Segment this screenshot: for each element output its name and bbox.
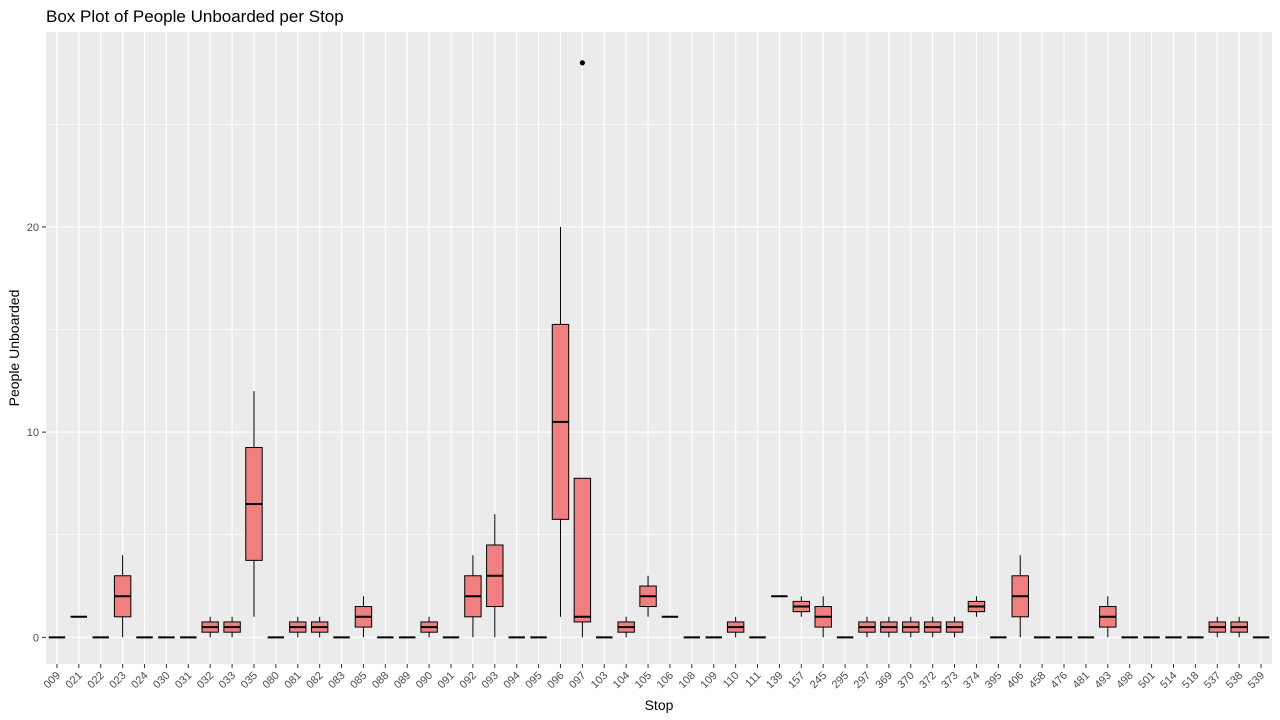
x-tick-label: 081	[282, 670, 303, 691]
x-tick-label: 023	[107, 670, 128, 691]
x-tick-label: 022	[85, 670, 106, 691]
x-tick-label: 092	[458, 670, 479, 691]
y-axis: 0 10 20	[27, 222, 46, 644]
x-tick-label: 369	[874, 670, 895, 691]
x-tick-label: 370	[895, 670, 916, 691]
x-tick-label: 082	[304, 670, 325, 691]
box-245	[814, 596, 832, 638]
x-tick-label: 406	[1005, 670, 1026, 691]
x-tick-label: 476	[1049, 670, 1070, 691]
box-110	[726, 616, 745, 638]
x-tick-label: 139	[764, 670, 785, 691]
x-tick-label: 095	[523, 670, 544, 691]
grid-lines	[46, 32, 1272, 664]
x-tick-label: 024	[129, 670, 150, 691]
box-033	[223, 616, 241, 638]
x-tick-label: 093	[479, 670, 500, 691]
x-tick-label: 080	[261, 670, 282, 691]
x-tick-label: 374	[961, 670, 982, 691]
x-tick-label: 021	[63, 670, 84, 691]
box-537	[1208, 616, 1226, 638]
x-tick-label: 083	[326, 670, 347, 691]
x-tick-label: 108	[676, 670, 697, 691]
x-tick-label: 031	[173, 670, 194, 691]
x-tick-label: 090	[414, 670, 435, 691]
box-493	[1099, 596, 1117, 638]
y-tick-label: 0	[33, 632, 39, 644]
x-tick-label: 106	[655, 670, 676, 691]
y-tick-label: 10	[27, 427, 39, 439]
x-tick-label: 518	[1180, 670, 1201, 691]
box-082	[310, 616, 329, 638]
x-tick-label: 097	[567, 670, 588, 691]
box-090	[420, 616, 438, 638]
box-406	[1011, 555, 1029, 638]
x-tick-label: 157	[786, 670, 807, 691]
y-tick-label: 20	[27, 222, 39, 234]
x-tick-label: 111	[743, 670, 763, 690]
box-081	[289, 616, 307, 638]
x-tick-label: 089	[392, 670, 413, 691]
x-tick-label: 514	[1158, 670, 1179, 691]
box-035	[245, 391, 263, 617]
x-tick-label: 030	[151, 670, 172, 691]
x-tick-label: 094	[501, 670, 522, 691]
box-373	[945, 616, 964, 638]
x-tick-label: 091	[436, 670, 457, 691]
x-tick-label: 458	[1027, 670, 1048, 691]
x-tick-label: 373	[939, 670, 960, 691]
box-body	[573, 477, 592, 623]
x-tick-label: 493	[1092, 670, 1113, 691]
x-tick-label: 481	[1071, 670, 1092, 691]
box-157	[792, 596, 811, 617]
x-tick-label: 372	[917, 670, 938, 691]
x-tick-label: 105	[633, 670, 654, 691]
x-tick-label: 537	[1202, 670, 1223, 691]
box-092	[464, 555, 482, 638]
box-096	[551, 226, 570, 617]
y-axis-title: People Unboarded	[6, 290, 22, 407]
box-105	[639, 575, 657, 617]
x-tick-label: 033	[217, 670, 238, 691]
box-374	[967, 596, 986, 617]
x-axis: 009 021 022 023 024 030 031 032 033 035 080 081 082 0…	[42, 664, 1267, 691]
x-axis-title: Stop	[645, 697, 674, 713]
box-297	[858, 616, 876, 638]
x-tick-label: 109	[698, 670, 719, 691]
box-032	[201, 616, 219, 638]
x-tick-label: 498	[1114, 670, 1135, 691]
chart-title: Box Plot of People Unboarded per Stop	[46, 7, 344, 26]
box-093	[486, 514, 504, 638]
x-tick-label: 035	[239, 670, 260, 691]
x-tick-label: 539	[1246, 670, 1267, 691]
x-tick-label: 103	[589, 670, 610, 691]
box-023	[113, 555, 132, 638]
x-tick-label: 009	[42, 670, 63, 691]
x-tick-label: 104	[611, 670, 632, 691]
x-tick-label: 538	[1224, 670, 1245, 691]
box-369	[880, 616, 898, 638]
box-085	[354, 596, 373, 638]
x-tick-label: 110	[721, 670, 742, 691]
outlier-point	[579, 60, 585, 66]
x-tick-label: 295	[830, 670, 851, 691]
x-tick-label: 085	[348, 670, 369, 691]
box-370	[902, 616, 920, 638]
box-372	[923, 616, 942, 638]
x-tick-label: 088	[370, 670, 391, 691]
x-tick-label: 395	[983, 670, 1004, 691]
x-tick-label: 245	[808, 670, 829, 691]
plot-panel	[46, 32, 1272, 664]
box-097	[573, 60, 592, 638]
box-538	[1230, 616, 1248, 638]
box-104	[617, 616, 635, 638]
box-series	[48, 60, 1270, 639]
x-tick-label: 297	[852, 670, 873, 691]
x-tick-label: 096	[545, 670, 566, 691]
x-tick-label: 032	[195, 670, 216, 691]
x-tick-label: 501	[1136, 670, 1157, 691]
